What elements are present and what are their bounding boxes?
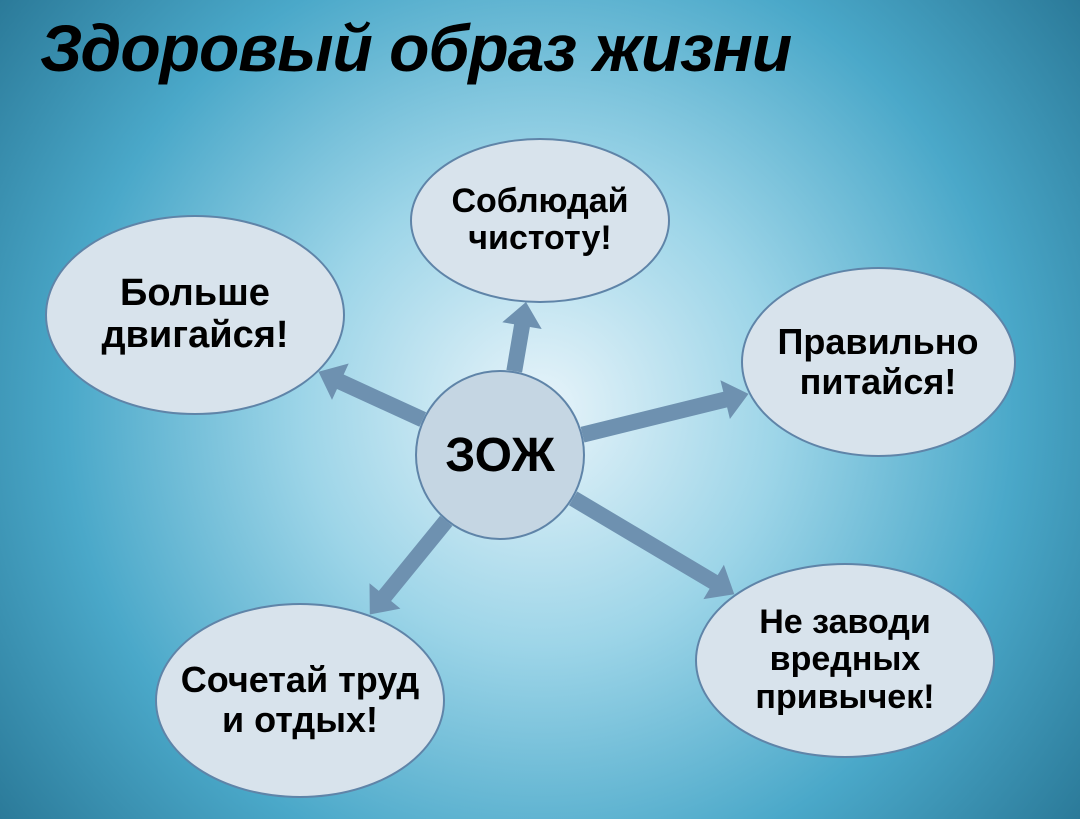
arrow: [581, 380, 749, 442]
arrow: [502, 302, 541, 373]
diagram-node-n4: Сочетай труд и отдых!: [155, 603, 445, 798]
diagram-node-n1: Соблюдай чистоту!: [410, 138, 670, 303]
arrow: [569, 492, 734, 600]
diagram-node-n5: Больше двигайся!: [45, 215, 345, 415]
center-node: ЗОЖ: [415, 370, 585, 540]
diagram-node-n2: Правильно питайся!: [741, 267, 1016, 457]
arrow: [370, 516, 453, 615]
diagram-node-n3: Не заводи вредных привычек!: [695, 563, 995, 758]
diagram-node-label: Не заводи вредных привычек!: [707, 604, 983, 716]
center-label: ЗОЖ: [445, 428, 555, 483]
arrow: [319, 364, 427, 427]
diagram-node-label: Соблюдай чистоту!: [422, 183, 658, 258]
diagram-node-label: Больше двигайся!: [57, 273, 333, 357]
diagram-node-label: Правильно питайся!: [753, 322, 1004, 401]
diagram-node-label: Сочетай труд и отдых!: [167, 660, 433, 739]
